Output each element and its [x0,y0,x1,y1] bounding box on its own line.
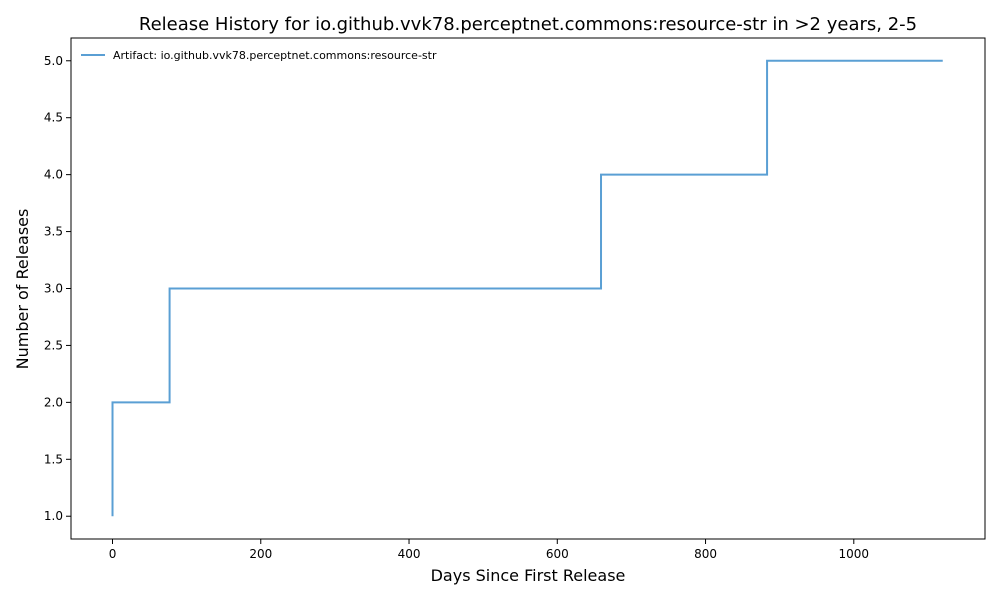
y-tick-label: 4.5 [44,111,63,125]
plot-frame [70,37,986,540]
y-tick-label: 2.5 [44,338,63,352]
y-tick-label: 1.0 [44,509,63,523]
x-tick-label: 200 [249,547,272,561]
x-axis-label: Days Since First Release [431,566,626,585]
x-tick-label: 800 [694,547,717,561]
x-tick-label: 400 [398,547,421,561]
chart-title: Release History for io.github.vvk78.perc… [139,14,917,35]
y-tick-label: 2.0 [44,395,63,409]
y-tick-label: 5.0 [44,54,63,68]
y-tick-label: 3.5 [44,225,63,239]
legend: Artifact: io.github.vvk78.perceptnet.com… [81,49,437,62]
y-axis-label: Number of Releases [13,209,32,370]
axis-ticks: 0 200 400 600 800 1000 1.0 1.5 2.0 2.5 3.0 3.5 4.0 4.… [44,54,869,561]
y-tick-label: 3.0 [44,282,63,296]
series-line [111,59,943,517]
x-tick-label: 1000 [839,547,870,561]
legend-label: Artifact: io.github.vvk78.perceptnet.com… [113,49,437,62]
y-tick-label: 1.5 [44,452,63,466]
series-layer [111,59,943,517]
x-tick-label: 0 [109,547,117,561]
y-tick-label: 4.0 [44,168,63,182]
x-tick-label: 600 [546,547,569,561]
